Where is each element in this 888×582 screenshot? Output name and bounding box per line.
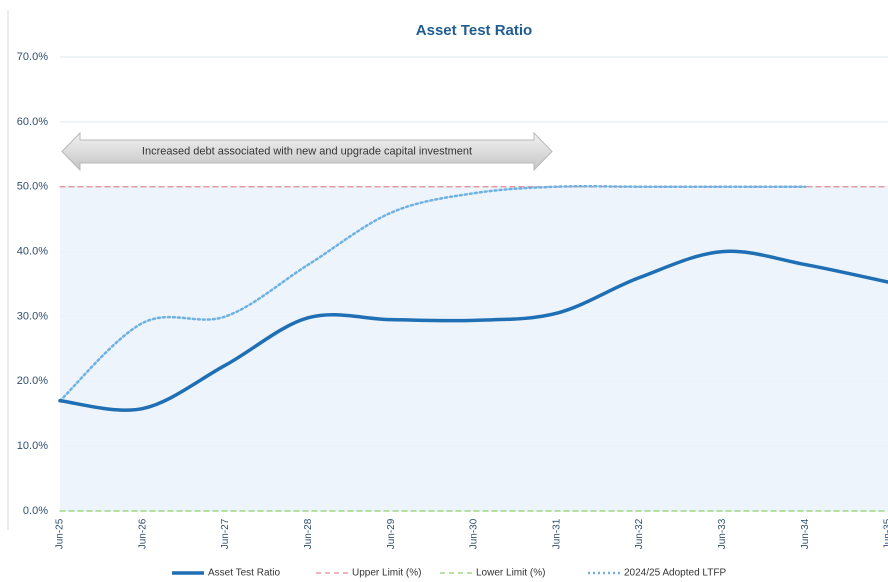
y-tick-label: 60.0% — [17, 116, 48, 128]
chart-title: Asset Test Ratio — [416, 22, 532, 39]
y-tick-label: 40.0% — [17, 245, 48, 257]
x-tick-label: Jun-35 — [883, 518, 888, 549]
x-tick-label: Jun-25 — [55, 518, 66, 549]
y-tick-label: 20.0% — [17, 375, 48, 387]
x-tick-label: Jun-26 — [137, 518, 148, 549]
y-tick-label: 70.0% — [17, 51, 48, 63]
x-tick-label: Jun-31 — [551, 518, 562, 549]
limit-band — [60, 186, 888, 511]
x-tick-label: Jun-32 — [634, 518, 645, 549]
series-line — [58, 184, 807, 402]
x-tick-label: Jun-27 — [220, 518, 231, 549]
x-tick-label: Jun-34 — [800, 518, 811, 549]
x-tick-label: Jun-28 — [303, 518, 314, 549]
x-tick-label: Jun-29 — [386, 518, 397, 549]
annotation: Increased debt associated with new and u… — [142, 145, 472, 157]
x-tick-label: Jun-33 — [717, 518, 728, 549]
y-tick-label: 10.0% — [17, 440, 48, 452]
legend-label: Upper Limit (%) — [352, 568, 421, 579]
annotation-arrow — [61, 131, 553, 172]
y-tick-label: 30.0% — [17, 310, 48, 322]
series-line — [58, 249, 888, 412]
y-tick-label: 0.0% — [23, 505, 48, 517]
y-tick-label: 50.0% — [17, 181, 48, 193]
legend-label: 2024/25 Adopted LTFP — [624, 568, 726, 579]
x-tick-label: Jun-30 — [469, 518, 480, 549]
legend-label: Lower Limit (%) — [476, 568, 545, 579]
legend-label: Asset Test Ratio — [208, 568, 281, 579]
